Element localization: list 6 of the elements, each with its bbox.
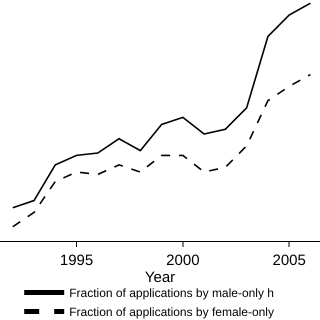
legend-label: Fraction of applications by male-only h xyxy=(69,286,274,300)
x-tick-label: 2005 xyxy=(272,252,306,269)
x-tick-label: 2000 xyxy=(166,252,200,269)
legend-label: Fraction of applications by female-only xyxy=(69,305,274,320)
x-axis-title: Year xyxy=(144,269,176,286)
x-tick-label: 1995 xyxy=(60,252,94,269)
